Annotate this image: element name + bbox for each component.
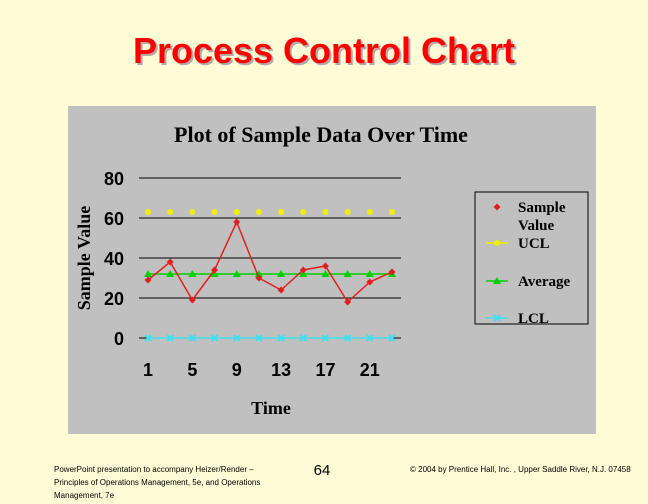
- x-tick-label: 21: [360, 360, 380, 380]
- legend-label: LCL: [518, 311, 549, 327]
- x-axis-label: Time: [251, 398, 291, 418]
- y-tick-label: 80: [104, 169, 124, 189]
- data-point: [212, 209, 218, 215]
- chart-panel: Plot of Sample Data Over Time Sample Valu…: [68, 106, 596, 434]
- x-tick-label: 5: [187, 360, 197, 380]
- footer-copyright: © 2004 by Prentice Hall, Inc. , Upper Sa…: [410, 463, 635, 476]
- chart-title: Plot of Sample Data Over Time: [174, 122, 468, 147]
- data-point: [145, 209, 151, 215]
- x-tick-label: 13: [271, 360, 291, 380]
- chart: Plot of Sample Data Over Time Sample Valu…: [68, 106, 596, 434]
- y-tick-label: 40: [104, 249, 124, 269]
- y-tick-label: 0: [114, 329, 124, 349]
- data-point: [300, 209, 306, 215]
- data-point: [278, 209, 284, 215]
- x-tick-label: 1: [143, 360, 153, 380]
- footer-credit: PowerPoint presentation to accompany Hei…: [54, 463, 264, 504]
- data-point: [233, 219, 240, 226]
- data-point: [345, 209, 351, 215]
- legend-label: UCL: [518, 236, 550, 252]
- y-axis-label: Sample Value: [74, 206, 94, 311]
- x-tick-label: 9: [232, 360, 242, 380]
- data-point: [256, 209, 262, 215]
- data-point: [234, 209, 240, 215]
- data-point: [367, 209, 373, 215]
- y-tick-label: 20: [104, 289, 124, 309]
- series-line-sample-value: [148, 222, 392, 302]
- data-point: [189, 209, 195, 215]
- legend-marker: [494, 240, 500, 246]
- data-point: [389, 209, 395, 215]
- data-point: [322, 209, 328, 215]
- data-point: [167, 209, 173, 215]
- page-number: 64: [300, 462, 344, 479]
- y-tick-label: 60: [104, 209, 124, 229]
- slide-title: Process Control Chart: [0, 30, 648, 72]
- legend-label: Average: [518, 274, 571, 290]
- data-point: [322, 263, 329, 270]
- x-tick-label: 17: [315, 360, 335, 380]
